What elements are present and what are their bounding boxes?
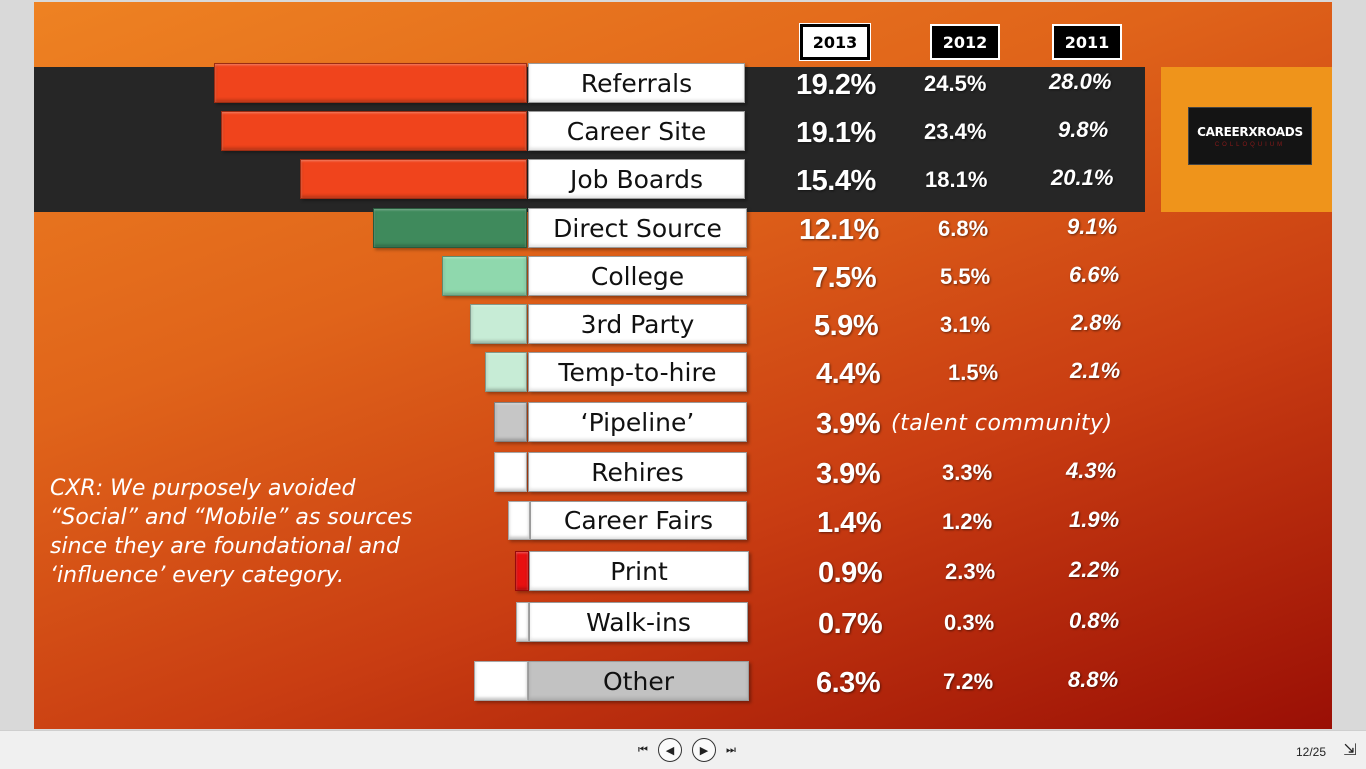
presentation-controls: ⏮ ◀ ▶ ⏭ 12/25 ⇲ [0, 730, 1366, 769]
bar-8 [494, 452, 527, 492]
source-label: College [528, 256, 747, 296]
value-2011: 9.8% [1058, 117, 1109, 142]
previous-icon: ◀ [665, 744, 675, 757]
value-2011: 1.9% [1069, 507, 1120, 532]
value-2013: 1.4% [817, 507, 882, 539]
note-line: “Social” and “Mobile” as sources [50, 505, 413, 530]
value-2011: 2.1% [1070, 358, 1121, 383]
value-2011: 8.8% [1068, 667, 1119, 692]
value-2012: 1.5% [948, 360, 999, 385]
bar-4 [442, 256, 527, 296]
value-2013: 5.9% [814, 310, 879, 342]
page-counter: 12/25 [1296, 745, 1327, 759]
exit-fullscreen-icon[interactable]: ⇲ [1343, 742, 1357, 759]
value-2013: 0.9% [818, 557, 883, 589]
value-2012: 23.4% [924, 119, 987, 144]
source-label: 3rd Party [528, 304, 747, 344]
value-2011: 0.8% [1069, 608, 1120, 633]
bar-9 [508, 501, 530, 540]
logo-subtitle: COLLOQUIUM [1214, 141, 1286, 148]
first-slide-icon[interactable]: ⏮ [638, 743, 648, 756]
year-header-2013: 2013 [799, 23, 871, 61]
value-2012: 3.3% [942, 460, 993, 485]
value-2013: 19.2% [796, 69, 876, 101]
note-line: since they are foundational and [50, 534, 400, 559]
source-label: Direct Source [528, 208, 747, 248]
source-label: Career Site [528, 111, 745, 151]
bar-2 [300, 159, 527, 199]
last-slide-icon[interactable]: ⏭ [726, 743, 736, 756]
value-2011: 28.0% [1049, 69, 1112, 94]
source-label: Job Boards [528, 159, 745, 199]
careerxroads-logo: CAREERXROADS COLLOQUIUM [1188, 107, 1312, 165]
bar-3 [373, 208, 527, 248]
value-2013: 0.7% [818, 608, 883, 640]
value-2012: 7.2% [943, 669, 994, 694]
value-2012: 3.1% [940, 312, 991, 337]
bar-7 [494, 402, 527, 442]
value-2011: 2.2% [1069, 557, 1120, 582]
year-header-2012: 2012 [930, 24, 1000, 60]
source-label: Career Fairs [530, 501, 747, 540]
value-2013: 19.1% [796, 117, 876, 149]
value-2013: 4.4% [816, 358, 881, 390]
note-line: ‘influence’ every category. [50, 563, 344, 588]
logo-text: CAREERXROADS [1197, 124, 1303, 139]
source-label: Temp-to-hire [528, 352, 747, 392]
pipeline-note: (talent community) [891, 411, 1113, 436]
slide: CAREERXROADS COLLOQUIUM 2013 2012 2011 R… [34, 2, 1332, 729]
value-2012: 0.3% [944, 610, 995, 635]
bar-10 [515, 551, 529, 591]
bar-5 [470, 304, 527, 344]
value-2013: 12.1% [799, 214, 879, 246]
bar-6 [485, 352, 527, 392]
value-2013: 3.9% [816, 458, 881, 490]
source-label: Referrals [528, 63, 745, 103]
previous-slide-button[interactable]: ◀ [658, 738, 682, 762]
bar-12 [474, 661, 528, 701]
value-2012: 1.2% [942, 509, 993, 534]
next-slide-button[interactable]: ▶ [692, 738, 716, 762]
source-label: Walk-ins [529, 602, 748, 642]
source-label: Rehires [528, 452, 747, 492]
value-2011: 4.3% [1066, 458, 1117, 483]
bar-1 [221, 111, 527, 151]
value-2013: 3.9% [816, 408, 881, 440]
source-label: Print [529, 551, 749, 591]
logo-panel: CAREERXROADS COLLOQUIUM [1161, 67, 1332, 212]
bar-11 [516, 602, 529, 642]
cxr-note: CXR: We purposely avoided “Social” and “… [50, 474, 430, 590]
year-header-2011: 2011 [1052, 24, 1122, 60]
value-2013: 7.5% [812, 262, 877, 294]
value-2012: 24.5% [924, 71, 987, 96]
next-icon: ▶ [699, 744, 709, 757]
value-2011: 2.8% [1071, 310, 1122, 335]
value-2011: 20.1% [1051, 165, 1114, 190]
note-line: CXR: We purposely avoided [50, 476, 356, 501]
value-2013: 15.4% [796, 165, 876, 197]
value-2012: 5.5% [940, 264, 991, 289]
value-2011: 9.1% [1067, 214, 1118, 239]
bar-0 [214, 63, 527, 103]
value-2013: 6.3% [816, 667, 881, 699]
value-2012: 18.1% [925, 167, 988, 192]
value-2012: 2.3% [945, 559, 996, 584]
value-2012: 6.8% [938, 216, 989, 241]
source-label: Other [528, 661, 749, 701]
value-2011: 6.6% [1069, 262, 1120, 287]
source-label: ‘Pipeline’ [528, 402, 747, 442]
